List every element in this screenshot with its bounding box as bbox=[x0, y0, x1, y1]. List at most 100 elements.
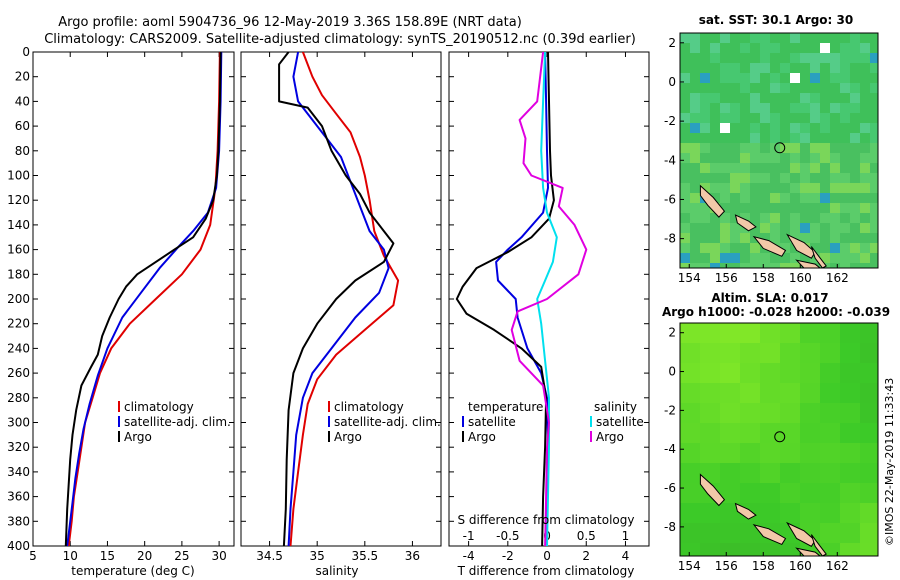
map-cell bbox=[720, 383, 740, 403]
map-cell bbox=[840, 543, 860, 556]
map-y-tick-label: 0 bbox=[668, 75, 676, 89]
map-cell bbox=[790, 73, 800, 83]
map-cell bbox=[770, 83, 780, 93]
map-cell bbox=[710, 243, 720, 253]
map-cell bbox=[830, 233, 840, 243]
map-y-tick-label: -2 bbox=[664, 114, 676, 128]
map-cell bbox=[760, 133, 770, 143]
map-cell bbox=[740, 173, 750, 183]
map-cell bbox=[850, 263, 860, 268]
map-cell bbox=[700, 103, 710, 113]
map-cell bbox=[820, 223, 830, 233]
map-cell bbox=[760, 53, 770, 63]
map-cell bbox=[820, 253, 830, 263]
map-cell bbox=[830, 93, 840, 103]
map-cell bbox=[780, 63, 790, 73]
map-cell bbox=[870, 153, 878, 163]
land-island bbox=[699, 473, 726, 507]
map-cell bbox=[860, 243, 870, 253]
map-cell bbox=[780, 483, 800, 503]
map-cell bbox=[800, 193, 810, 203]
map-cell bbox=[860, 443, 878, 463]
map-cell bbox=[730, 73, 740, 83]
x-tick-label: 25 bbox=[174, 549, 189, 563]
y-tick-label: 80 bbox=[15, 144, 30, 158]
map-cell bbox=[780, 103, 790, 113]
x-tick-label: 10 bbox=[63, 549, 78, 563]
title-line-2: Climatology: CARS2009. Satellite-adjuste… bbox=[44, 32, 636, 47]
map-cell bbox=[770, 233, 780, 243]
map-cell bbox=[860, 53, 870, 63]
x-tick-label: 36 bbox=[405, 549, 420, 563]
map-cell bbox=[760, 33, 770, 43]
map-cell bbox=[700, 93, 710, 103]
map-cell bbox=[790, 223, 800, 233]
map-cell bbox=[680, 213, 690, 223]
map-cell bbox=[750, 113, 760, 123]
map-cell bbox=[740, 143, 750, 153]
map-cell bbox=[780, 53, 790, 63]
map-cell bbox=[860, 483, 878, 503]
map-cell bbox=[700, 163, 710, 173]
map-cell bbox=[860, 383, 878, 403]
map-cell bbox=[840, 103, 850, 113]
map-cell bbox=[720, 173, 730, 183]
map-x-tick-label: 162 bbox=[826, 559, 849, 573]
map-cell bbox=[730, 113, 740, 123]
map-cell bbox=[780, 223, 790, 233]
map-cell bbox=[750, 123, 760, 133]
land-island bbox=[786, 233, 816, 259]
map-cell bbox=[690, 213, 700, 223]
map-cell bbox=[860, 213, 870, 223]
map-x-tick-label: 158 bbox=[752, 559, 775, 573]
legend-label-temp-satellite: satellite bbox=[468, 415, 516, 429]
map-cell bbox=[760, 543, 780, 556]
map-cell bbox=[720, 43, 730, 53]
map-cell bbox=[800, 153, 810, 163]
map-cell bbox=[700, 223, 710, 233]
map-cell bbox=[850, 213, 860, 223]
map-cell bbox=[720, 323, 740, 343]
map-cell bbox=[720, 33, 730, 43]
map-cell bbox=[760, 43, 770, 53]
legend-label-satellite: satellite-adj. clim. bbox=[124, 415, 231, 429]
map-cell bbox=[690, 43, 700, 53]
y-tick-label: 220 bbox=[7, 317, 30, 331]
map-cell bbox=[800, 363, 820, 383]
map-cell bbox=[730, 153, 740, 163]
map-cell bbox=[870, 143, 878, 153]
map-cell bbox=[780, 163, 790, 173]
map-cell bbox=[740, 123, 750, 133]
map-cell bbox=[810, 213, 820, 223]
map-cell bbox=[690, 203, 700, 213]
map-x-tick-label: 160 bbox=[789, 559, 812, 573]
map-cell bbox=[710, 113, 720, 123]
map-cell bbox=[800, 183, 810, 193]
map-y-tick-label: 2 bbox=[668, 36, 676, 50]
map-cell bbox=[710, 73, 720, 83]
map-cell bbox=[760, 193, 770, 203]
map-cell bbox=[720, 203, 730, 213]
x-tick-label: 35.5 bbox=[351, 549, 378, 563]
map-cell bbox=[750, 223, 760, 233]
map-cell bbox=[810, 93, 820, 103]
map-cell bbox=[830, 253, 840, 263]
map-cell bbox=[730, 43, 740, 53]
map-cell bbox=[720, 133, 730, 143]
map-cell bbox=[710, 103, 720, 113]
legend-title-salinity: salinity bbox=[594, 400, 637, 414]
map-cell bbox=[860, 93, 870, 103]
x-top-tick-label: 1 bbox=[622, 529, 630, 543]
map-cell bbox=[770, 113, 780, 123]
x-tick-label: 5 bbox=[29, 549, 37, 563]
map-cell bbox=[700, 123, 710, 133]
title-line-1: Argo profile: aoml 5904736_96 12-May-201… bbox=[58, 15, 522, 30]
map-cell bbox=[820, 153, 830, 163]
difference-xlabel-top: S difference from climatology bbox=[458, 513, 635, 527]
map-cell bbox=[870, 193, 878, 203]
map-cell bbox=[770, 203, 780, 213]
y-tick-label: 40 bbox=[15, 94, 30, 108]
map-cell bbox=[860, 253, 870, 263]
map-cell bbox=[800, 503, 820, 523]
map-y-tick-label: -2 bbox=[664, 403, 676, 417]
